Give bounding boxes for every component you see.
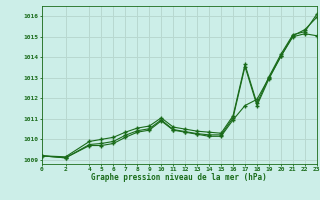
X-axis label: Graphe pression niveau de la mer (hPa): Graphe pression niveau de la mer (hPa): [91, 173, 267, 182]
